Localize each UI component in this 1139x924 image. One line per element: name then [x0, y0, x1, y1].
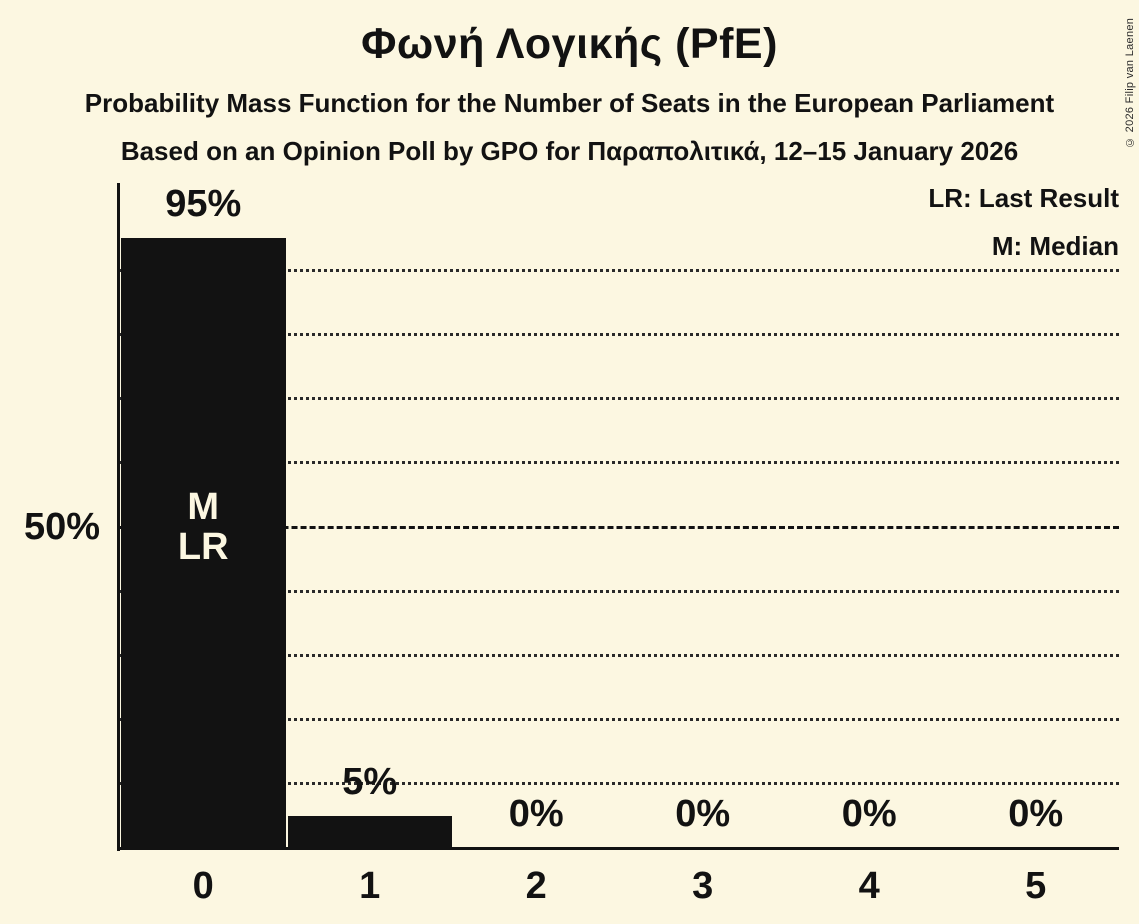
x-tick-label-5: 5: [1025, 865, 1047, 907]
plot-area: 95% 5% 0% 0% 0% 0% M LR: [120, 183, 1119, 848]
legend-last-result: LR: Last Result: [928, 183, 1119, 213]
bar-value-label-0: 95%: [165, 183, 242, 226]
gridline-40-percent: [120, 589, 1119, 593]
bar-1-seats: [287, 815, 452, 848]
x-tick-label-2: 2: [525, 865, 547, 907]
x-tick-label-3: 3: [692, 865, 714, 907]
y-axis-line: [117, 183, 120, 851]
gridline-70-percent: [120, 397, 1119, 401]
gridline-50-percent: [120, 525, 1119, 529]
gridline-60-percent: [120, 461, 1119, 465]
x-tick-label-1: 1: [359, 865, 381, 907]
x-axis-line: [117, 847, 1119, 850]
copyright-notice: © 2026 Filip van Laenen: [1124, 17, 1136, 148]
x-tick-label-4: 4: [858, 865, 880, 907]
gridline-80-percent: [120, 332, 1119, 336]
chart-subtitle: Probability Mass Function for the Number…: [84, 88, 1055, 118]
bar-value-label-1: 5%: [342, 760, 398, 803]
bar-value-label-4: 0%: [841, 793, 897, 835]
x-tick-label-0: 0: [192, 865, 214, 907]
gridline-20-percent: [120, 718, 1119, 722]
gridline-10-percent: [120, 782, 1119, 786]
chart-poll-info: Based on an Opinion Poll by GPO for Παρα…: [120, 136, 1019, 166]
bar-0-seats: [121, 238, 286, 848]
chart-title: Φωνή Λογικής (PfE): [361, 20, 778, 68]
bar-value-label-2: 0%: [508, 793, 564, 835]
gridline-90-percent: [120, 268, 1119, 272]
bar-value-label-3: 0%: [675, 793, 731, 835]
y-axis-tick-label: 50%: [23, 506, 100, 548]
gridline-30-percent: [120, 653, 1119, 657]
median-last-result-annotation: M LR: [177, 486, 229, 568]
legend-median: M: Median: [991, 231, 1119, 261]
bar-value-label-5: 0%: [1008, 793, 1064, 835]
